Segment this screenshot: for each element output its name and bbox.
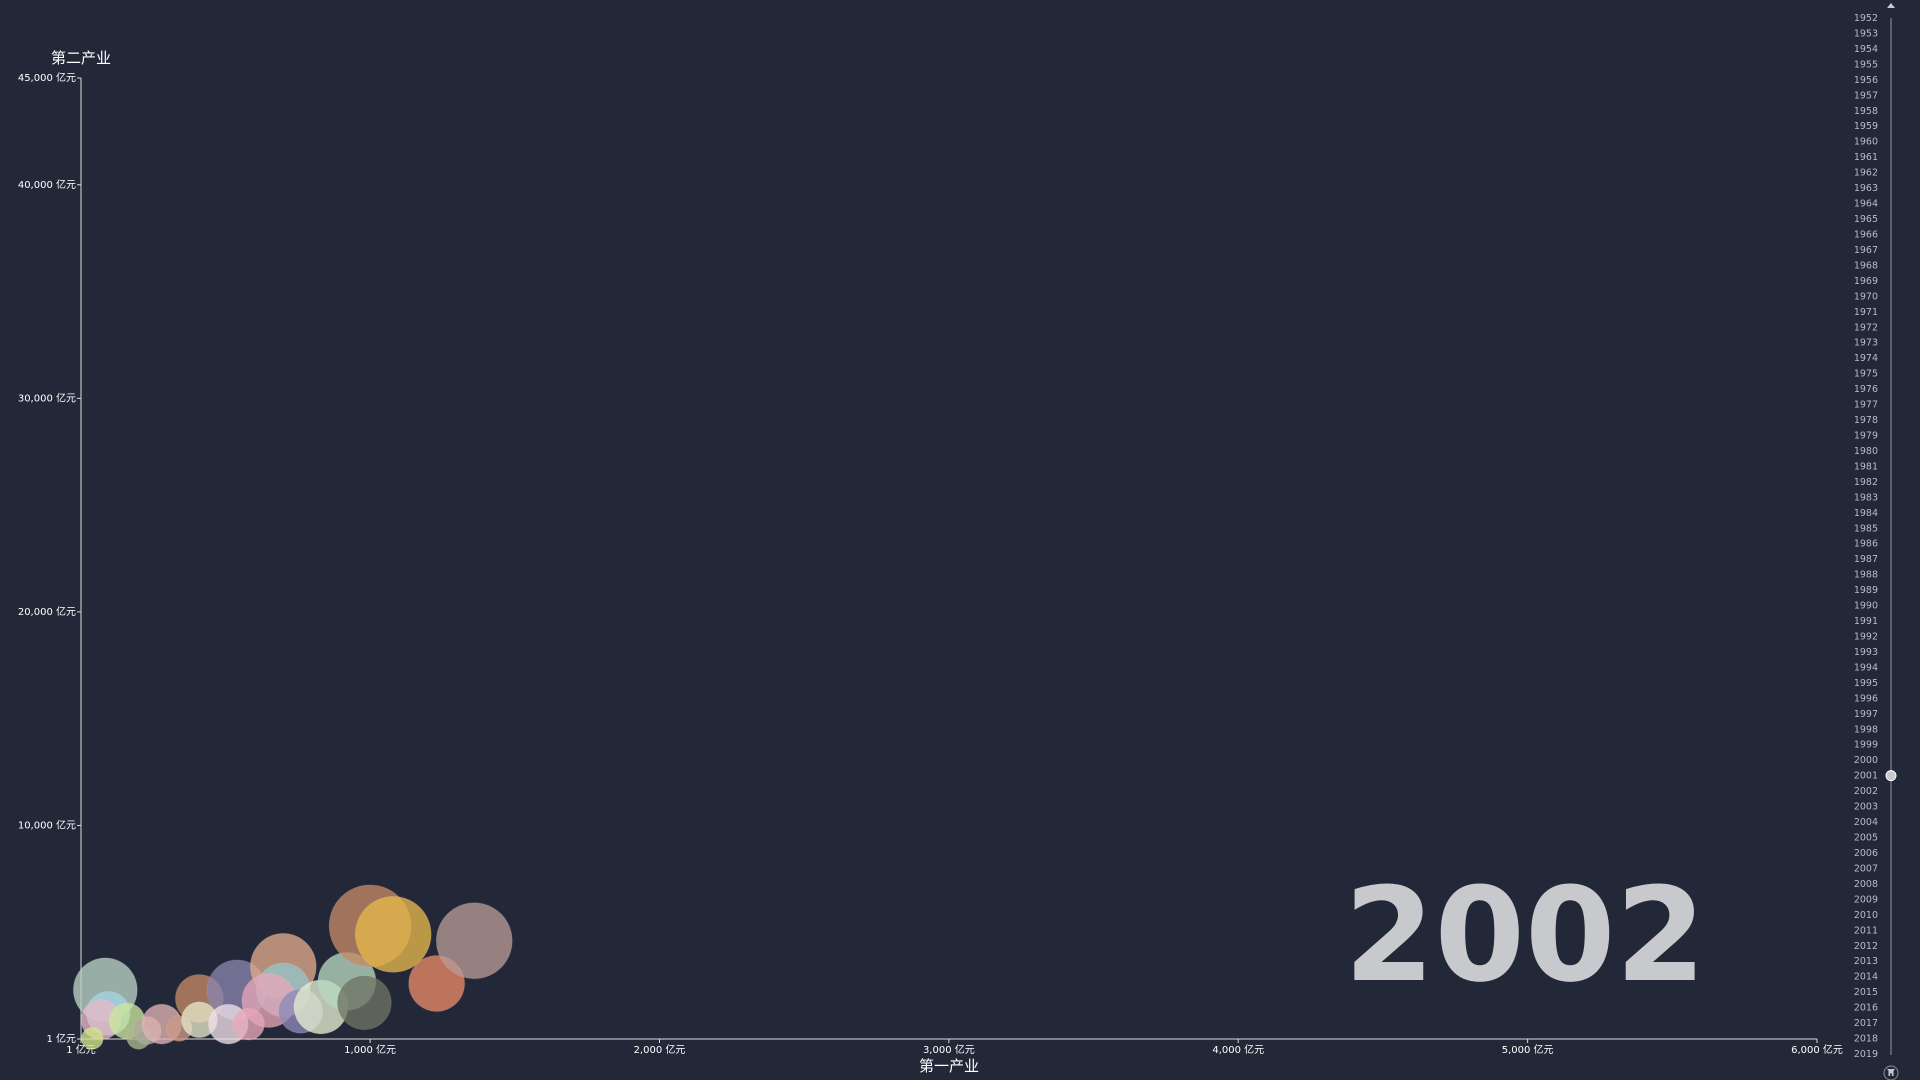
y-tick-label: 1 亿元 xyxy=(46,1032,76,1045)
timeline-year-label[interactable]: 1953 xyxy=(1854,28,1878,39)
timeline-year-label[interactable]: 1958 xyxy=(1854,106,1878,117)
y-tick-label: 40,000 亿元 xyxy=(18,178,76,191)
timeline-year-label[interactable]: 2017 xyxy=(1854,1018,1878,1029)
timeline-year-label[interactable]: 1961 xyxy=(1854,152,1878,163)
timeline-year-label[interactable]: 1955 xyxy=(1854,59,1878,70)
timeline-year-label[interactable]: 1962 xyxy=(1854,168,1878,179)
timeline-year-label[interactable]: 1967 xyxy=(1854,245,1878,256)
triangle-up-icon[interactable] xyxy=(1887,3,1895,8)
timeline-year-label[interactable]: 2014 xyxy=(1854,972,1878,983)
timeline-year-label[interactable]: 1981 xyxy=(1854,461,1878,472)
timeline-year-label[interactable]: 1991 xyxy=(1854,616,1878,627)
timeline-year-label[interactable]: 2013 xyxy=(1854,956,1878,967)
timeline-year-label[interactable]: 1971 xyxy=(1854,307,1878,318)
timeline-year-label[interactable]: 1979 xyxy=(1854,430,1878,441)
timeline-year-label[interactable]: 1965 xyxy=(1854,214,1878,225)
y-axis: 1 亿元 10,000 亿元 20,000 亿元 30,000 亿元 40,000 亿元… xyxy=(18,71,82,1045)
x-tick-label: 6,000 亿元 xyxy=(1791,1043,1843,1056)
timeline-year-label[interactable]: 2002 xyxy=(1854,786,1878,797)
timeline-year-label[interactable]: 1995 xyxy=(1854,678,1878,689)
timeline-year-label[interactable]: 1963 xyxy=(1854,183,1878,194)
timeline-year-label[interactable]: 1990 xyxy=(1854,601,1878,612)
x-tick-label: 5,000 亿元 xyxy=(1502,1043,1554,1056)
timeline-year-label[interactable]: 1997 xyxy=(1854,709,1878,720)
timeline-year-label[interactable]: 2009 xyxy=(1854,894,1878,905)
bubble[interactable] xyxy=(336,975,392,1031)
timeline-year-label[interactable]: 1996 xyxy=(1854,693,1878,704)
timeline-year-label[interactable]: 2010 xyxy=(1854,910,1878,921)
timeline-year-label[interactable]: 1954 xyxy=(1854,44,1878,55)
y-tick-label: 30,000 亿元 xyxy=(18,391,76,404)
timeline-year-label[interactable]: 2007 xyxy=(1854,863,1878,874)
timeline-year-label[interactable]: 1989 xyxy=(1854,585,1878,596)
timeline-year-label[interactable]: 1994 xyxy=(1854,662,1878,673)
current-year-label: 2002 xyxy=(1344,859,1706,1011)
x-tick-label: 1,000 亿元 xyxy=(344,1043,396,1056)
timeline-year-label[interactable]: 2000 xyxy=(1854,755,1878,766)
timeline-year-label[interactable]: 2006 xyxy=(1854,848,1878,859)
x-tick-label: 2,000 亿元 xyxy=(634,1043,686,1056)
timeline-year-label[interactable]: 1982 xyxy=(1854,477,1878,488)
timeline-year-label[interactable]: 1973 xyxy=(1854,338,1878,349)
timeline-year-label[interactable]: 1956 xyxy=(1854,75,1878,86)
timeline-year-label[interactable]: 2001 xyxy=(1854,771,1878,782)
timeline-year-label[interactable]: 1964 xyxy=(1854,199,1878,210)
timeline-year-label[interactable]: 1966 xyxy=(1854,229,1878,240)
timeline-year-label[interactable]: 1983 xyxy=(1854,492,1878,503)
pause-icon[interactable] xyxy=(1883,1065,1899,1080)
bubbles-layer xyxy=(72,884,513,1050)
timeline-year-label[interactable]: 1985 xyxy=(1854,523,1878,534)
timeline-year-label[interactable]: 1952 xyxy=(1854,13,1878,24)
timeline-year-label[interactable]: 1980 xyxy=(1854,446,1878,457)
timeline-year-label[interactable]: 1959 xyxy=(1854,121,1878,132)
timeline-year-label[interactable]: 2018 xyxy=(1854,1034,1878,1045)
timeline-year-label[interactable]: 1972 xyxy=(1854,322,1878,333)
timeline-year-label[interactable]: 2016 xyxy=(1854,1003,1878,1014)
timeline-year-label[interactable]: 1960 xyxy=(1854,137,1878,148)
triangle-down-icon[interactable] xyxy=(1887,1069,1895,1074)
timeline-handle[interactable] xyxy=(1885,770,1897,782)
timeline-year-label[interactable]: 1969 xyxy=(1854,276,1878,287)
timeline-year-label[interactable]: 1986 xyxy=(1854,539,1878,550)
timeline-year-label[interactable]: 1978 xyxy=(1854,415,1878,426)
bubble[interactable] xyxy=(354,895,432,973)
timeline-year-label[interactable]: 2003 xyxy=(1854,802,1878,813)
timeline-year-label[interactable]: 1998 xyxy=(1854,724,1878,735)
x-axis: 1 亿元 1,000 亿元 2,000 亿元 3,000 亿元 4,000 亿元 5,00… xyxy=(66,1038,1843,1056)
timeline-year-label[interactable]: 1988 xyxy=(1854,570,1878,581)
timeline-year-label[interactable]: 1992 xyxy=(1854,632,1878,643)
timeline-year-label[interactable]: 2004 xyxy=(1854,817,1878,828)
timeline-year-label[interactable]: 2008 xyxy=(1854,879,1878,890)
timeline[interactable]: 1952 1953 1954 1955 1956 1957 1958 1959 1960 1961… xyxy=(1854,3,1899,1080)
y-tick-label: 45,000 亿元 xyxy=(18,71,76,84)
timeline-year-label[interactable]: 1976 xyxy=(1854,384,1878,395)
timeline-year-label[interactable]: 2005 xyxy=(1854,833,1878,844)
timeline-year-label[interactable]: 1977 xyxy=(1854,400,1878,411)
bubble[interactable] xyxy=(80,1026,104,1050)
y-axis-title: 第二产业 xyxy=(51,49,111,67)
x-axis-title: 第一产业 xyxy=(919,1057,979,1075)
y-tick-label: 20,000 亿元 xyxy=(18,605,76,618)
x-tick-label: 4,000 亿元 xyxy=(1212,1043,1264,1056)
timeline-year-label[interactable]: 1999 xyxy=(1854,740,1878,751)
timeline-year-label[interactable]: 2011 xyxy=(1854,925,1878,936)
timeline-year-label[interactable]: 1993 xyxy=(1854,647,1878,658)
timeline-year-label[interactable]: 1975 xyxy=(1854,369,1878,380)
timeline-year-label[interactable]: 1984 xyxy=(1854,508,1878,519)
timeline-year-label[interactable]: 2019 xyxy=(1854,1049,1878,1060)
timeline-year-label[interactable]: 1970 xyxy=(1854,291,1878,302)
timeline-year-label[interactable]: 2012 xyxy=(1854,941,1878,952)
x-tick-label: 3,000 亿元 xyxy=(923,1043,975,1056)
timeline-year-label[interactable]: 2015 xyxy=(1854,987,1878,998)
timeline-year-label[interactable]: 1968 xyxy=(1854,260,1878,271)
timeline-year-label[interactable]: 1987 xyxy=(1854,554,1878,565)
timeline-year-label[interactable]: 1957 xyxy=(1854,90,1878,101)
timeline-year-label[interactable]: 1974 xyxy=(1854,353,1878,364)
bubble[interactable] xyxy=(435,902,513,980)
y-tick-label: 10,000 亿元 xyxy=(18,818,76,831)
